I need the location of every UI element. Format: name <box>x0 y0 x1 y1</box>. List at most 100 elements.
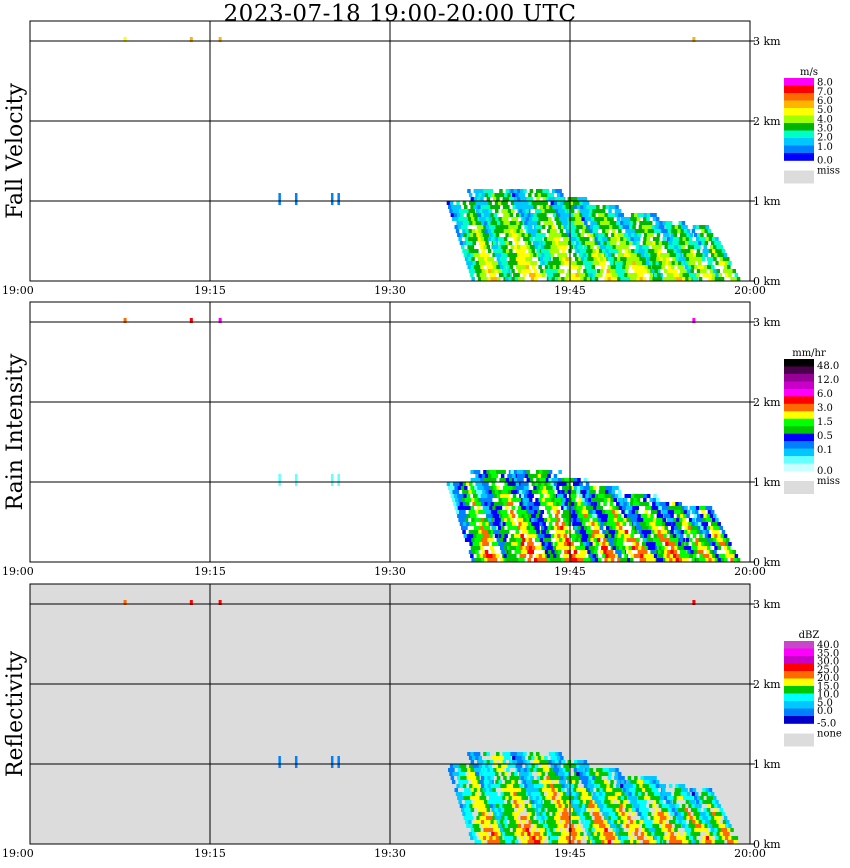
echo-cell <box>573 205 578 209</box>
echo-cell <box>591 498 595 502</box>
echo-cell <box>466 502 470 506</box>
echo-cell <box>715 824 719 828</box>
echo-cell <box>538 273 543 277</box>
echo-cell <box>643 494 648 498</box>
echo-cell <box>642 261 646 265</box>
echo-cell <box>536 832 541 836</box>
echo-cell <box>465 792 469 796</box>
echo-cell <box>453 213 458 217</box>
echo-cell <box>714 840 719 844</box>
echo-cell <box>540 502 544 506</box>
echo-cell <box>474 237 478 241</box>
echo-cell <box>702 530 706 534</box>
echo-cell <box>633 498 637 502</box>
echo-cell <box>551 796 556 800</box>
echo-cell <box>509 784 514 788</box>
echo-cell <box>594 804 599 808</box>
echo-cell <box>549 836 554 840</box>
echo-cell <box>585 241 589 245</box>
echo-cell <box>617 233 621 237</box>
echo-cell <box>619 265 623 269</box>
echo-cell <box>696 530 701 534</box>
echo-cell <box>528 201 532 205</box>
echo-cell <box>622 261 627 265</box>
echo-cell <box>679 257 683 261</box>
echo-cell <box>587 526 591 530</box>
echo-cell <box>592 554 597 558</box>
echo-cell <box>478 474 482 478</box>
echo-cell <box>554 840 559 844</box>
echo-cell <box>462 502 467 506</box>
echo-cell <box>694 828 698 832</box>
echo-cell <box>471 772 476 776</box>
colorbar-label: 4.0 <box>817 114 833 125</box>
echo-cell <box>589 506 593 510</box>
echo-cell <box>711 534 715 538</box>
echo-cell <box>681 808 685 812</box>
echo-cell <box>633 538 637 542</box>
echo-cell <box>527 558 532 562</box>
echo-cell <box>547 772 552 776</box>
echo-cell <box>502 530 507 534</box>
echo-cell <box>506 828 510 832</box>
echo-cell <box>501 261 505 265</box>
echo-cell <box>554 816 558 820</box>
echo-cell <box>623 502 627 506</box>
echo-cell <box>498 201 502 205</box>
echo-cell <box>523 518 527 522</box>
echo-cell <box>606 241 611 245</box>
echo-cell <box>608 534 612 538</box>
echo-cell <box>683 812 688 816</box>
echo-cell <box>674 225 679 229</box>
echo-cell <box>583 486 587 490</box>
echo-cell <box>466 776 471 780</box>
echo-cell <box>608 273 613 277</box>
echo-cell <box>576 237 580 241</box>
echo-cell <box>478 502 483 506</box>
echo-cell <box>505 530 510 534</box>
echo-cell <box>685 261 689 265</box>
echo-cell <box>528 474 532 478</box>
echo-cell <box>492 788 496 792</box>
echo-cell <box>477 558 482 562</box>
echo-cell <box>594 522 599 526</box>
echo-cell <box>625 225 630 229</box>
echo-cell <box>526 205 531 209</box>
echo-cell <box>578 510 582 514</box>
echo-cell <box>585 273 589 277</box>
echo-cell <box>541 273 546 277</box>
echo-cell <box>565 820 569 824</box>
echo-cell <box>498 816 502 820</box>
echo-cell <box>717 253 721 257</box>
echo-cell <box>637 554 641 558</box>
echo-cell <box>547 237 551 241</box>
echo-cell <box>484 213 488 217</box>
echo-cell <box>570 518 574 522</box>
echo-cell <box>509 502 514 506</box>
echo-cell <box>537 518 541 522</box>
echo-cell <box>618 812 622 816</box>
echo-cell <box>713 257 717 261</box>
echo-cell <box>588 776 592 780</box>
echo-cell <box>493 205 497 209</box>
echo-cell <box>660 836 664 840</box>
echo-cell <box>630 237 634 241</box>
echo-cell <box>635 265 639 269</box>
echo-cell <box>673 273 677 277</box>
echo-cell <box>448 768 452 772</box>
echo-cell <box>618 832 622 836</box>
echo-cell <box>500 474 505 478</box>
echo-cell <box>472 832 476 836</box>
echo-cell <box>558 772 562 776</box>
colorbar-swatch <box>784 108 814 116</box>
echo-cell <box>513 836 517 840</box>
echo-cell <box>471 237 475 241</box>
echo-cell <box>697 526 701 530</box>
echo-cell <box>641 812 645 816</box>
echo-cell <box>643 518 647 522</box>
echo-cell <box>621 792 625 796</box>
echo-cell <box>551 506 555 510</box>
echo-cell <box>610 213 615 217</box>
echo-cell <box>519 828 523 832</box>
echo-cell <box>493 558 498 562</box>
